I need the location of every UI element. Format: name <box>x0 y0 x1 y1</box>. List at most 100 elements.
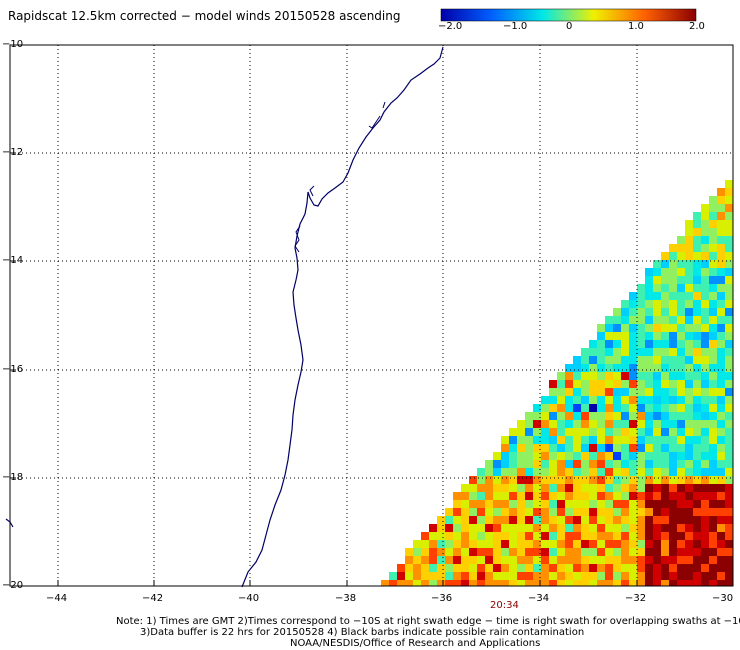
swath-cell <box>701 236 709 244</box>
swath-cell <box>557 476 565 484</box>
swath-cell <box>725 492 733 500</box>
swath-cell <box>717 516 725 524</box>
swath-cell <box>565 388 573 396</box>
swath-cell <box>429 580 437 586</box>
swath-cell <box>677 452 685 460</box>
swath-cell <box>661 540 669 548</box>
swath-cell <box>485 508 493 516</box>
swath-cell <box>621 356 629 364</box>
swath-cell <box>437 572 445 580</box>
swath-cell <box>725 284 733 292</box>
swath-cell <box>685 300 693 308</box>
swath-cell <box>629 572 637 580</box>
swath-cell <box>653 452 661 460</box>
swath-cell <box>509 508 517 516</box>
swath-cell <box>517 484 525 492</box>
estuary-detail <box>294 101 386 253</box>
colorbar-label: 1.0 <box>628 21 644 32</box>
swath-cell <box>725 396 733 404</box>
swath-cell <box>445 548 453 556</box>
swath-cell <box>605 364 613 372</box>
colorbar-label: −1.0 <box>503 21 528 32</box>
swath-cell <box>693 420 701 428</box>
swath-cell <box>677 540 685 548</box>
swath-cell <box>653 260 661 268</box>
swath-cell <box>645 372 653 380</box>
swath-cell <box>501 476 509 484</box>
swath-cell <box>517 532 525 540</box>
swath-cell <box>621 428 629 436</box>
swath-cell <box>693 532 701 540</box>
swath-cell <box>653 276 661 284</box>
swath-cell <box>613 500 621 508</box>
swath-cell <box>717 492 725 500</box>
swath-cell <box>717 340 725 348</box>
swath-cell <box>669 292 677 300</box>
swath-cell <box>717 444 725 452</box>
swath-cell <box>685 412 693 420</box>
swath-cell <box>605 532 613 540</box>
swath-cell <box>645 388 653 396</box>
swath-cell <box>653 292 661 300</box>
swath-cell <box>677 300 685 308</box>
swath-cell <box>693 276 701 284</box>
swath-cell <box>533 428 541 436</box>
swath-cell <box>677 364 685 372</box>
swath-cell <box>669 420 677 428</box>
swath-cell <box>501 500 509 508</box>
swath-cell <box>549 516 557 524</box>
swath-cell <box>461 516 469 524</box>
swath-cell <box>589 340 597 348</box>
swath-cell <box>669 316 677 324</box>
swath-cell <box>621 332 629 340</box>
swath-cell <box>653 500 661 508</box>
swath-cell <box>661 484 669 492</box>
swath-cell <box>589 388 597 396</box>
swath-cell <box>501 468 509 476</box>
swath-cell <box>661 332 669 340</box>
swath-cell <box>557 508 565 516</box>
swath-cell <box>541 572 549 580</box>
swath-cell <box>565 548 573 556</box>
swath-cell <box>677 436 685 444</box>
swath-cell <box>541 540 549 548</box>
swath-cell <box>501 532 509 540</box>
swath-cell <box>501 564 509 572</box>
swath-cell <box>637 396 645 404</box>
swath-cell <box>573 484 581 492</box>
swath-cell <box>653 476 661 484</box>
swath-cell <box>533 548 541 556</box>
swath-cell <box>605 404 613 412</box>
swath-cell <box>573 396 581 404</box>
swath-cell <box>669 276 677 284</box>
swath-cell <box>677 532 685 540</box>
swath-cell <box>701 548 709 556</box>
swath-cell <box>661 420 669 428</box>
swath-cell <box>725 484 733 492</box>
swath-cell <box>637 452 645 460</box>
swath-cell <box>637 356 645 364</box>
swath-cell <box>437 580 445 586</box>
swath-cell <box>421 532 429 540</box>
swath-cell <box>645 284 653 292</box>
swath-cell <box>565 484 573 492</box>
swath-cell <box>445 580 453 586</box>
swath-cell <box>557 500 565 508</box>
swath-cell <box>605 380 613 388</box>
swath-cell <box>581 356 589 364</box>
swath-cell <box>557 436 565 444</box>
swath-cell <box>429 556 437 564</box>
swath-cell <box>677 268 685 276</box>
swath-cell <box>661 284 669 292</box>
swath-cell <box>709 492 717 500</box>
swath-cell <box>685 380 693 388</box>
swath-cell <box>629 460 637 468</box>
swath-cell <box>637 412 645 420</box>
swath-cell <box>693 236 701 244</box>
swath-cell <box>613 452 621 460</box>
latitude-label: −20 <box>2 580 24 591</box>
swath-cell <box>573 508 581 516</box>
swath-cell <box>669 532 677 540</box>
swath-cell <box>597 492 605 500</box>
swath-cell <box>629 580 637 586</box>
